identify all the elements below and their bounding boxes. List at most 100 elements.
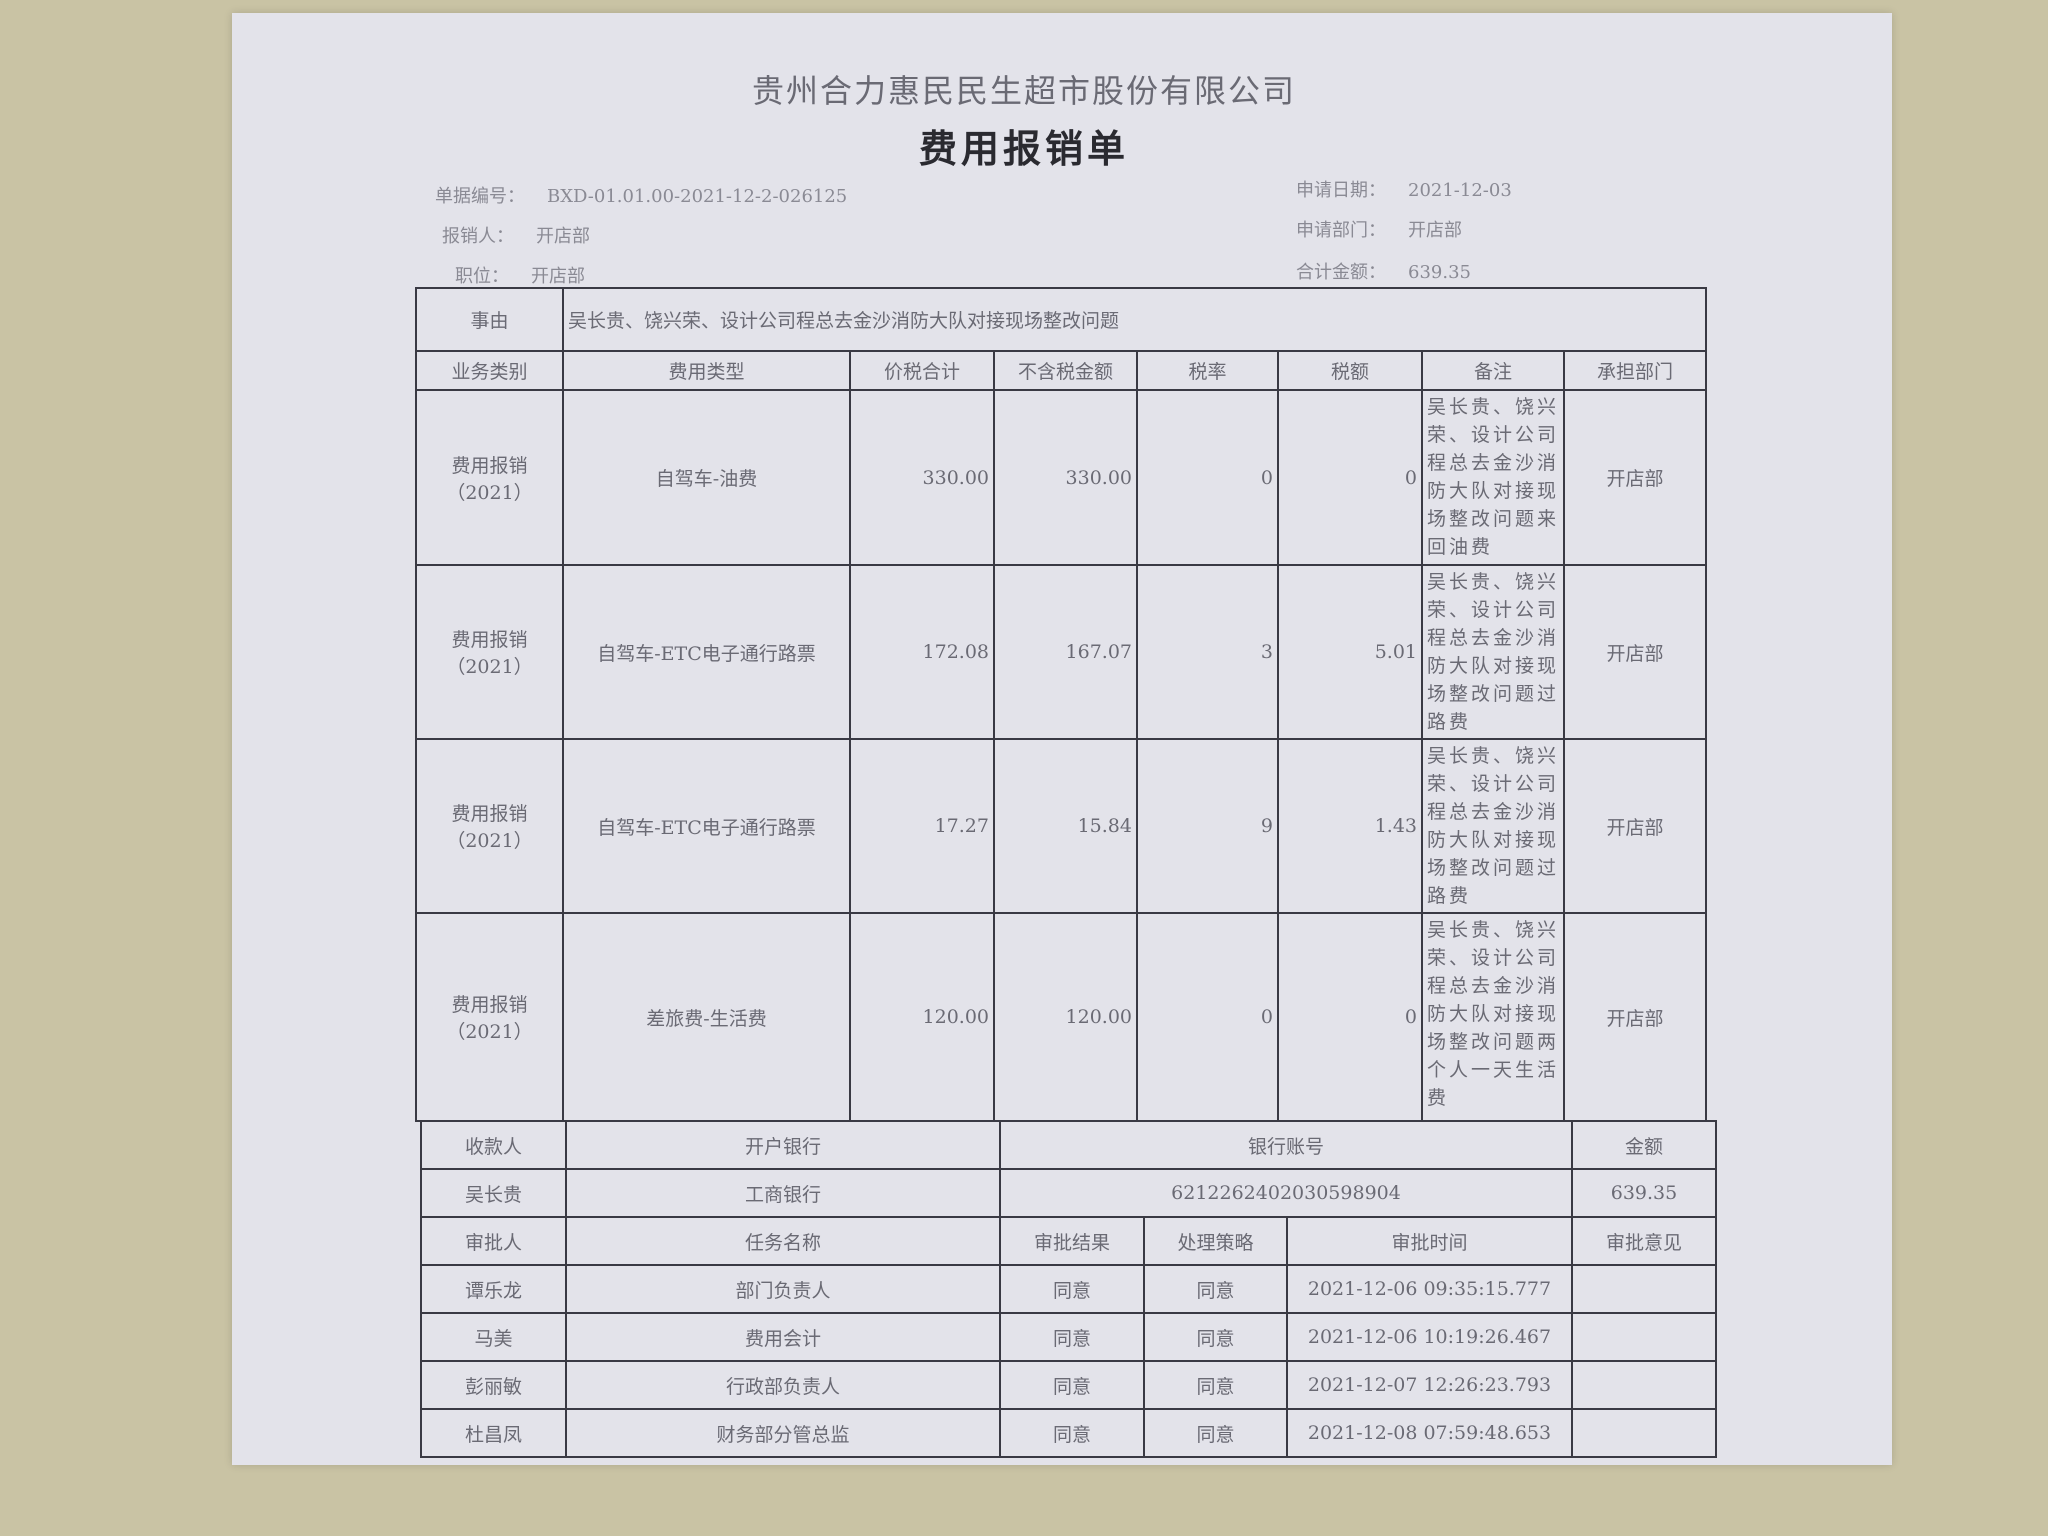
approval-result: 同意: [999, 1312, 1145, 1362]
claimant-label: 报销人：: [442, 226, 514, 247]
approval-strategy: 同意: [1143, 1264, 1288, 1314]
cell-type: 自驾车-油费: [562, 389, 851, 566]
claimant-value: 开店部: [536, 226, 590, 247]
cell-type: 差旅费-生活费: [562, 912, 851, 1122]
expense-row: 费用报销（2021） 自驾车-油费 330.00 330.00 0 0 吴长贵、饶兴荣、设计…: [415, 389, 1708, 566]
column-header: 备注: [1421, 350, 1565, 391]
expense-table: 事由 吴长贵、饶兴荣、设计公司程总去金沙消防大队对接现场整改问题 业务类别 费用类…: [415, 287, 1708, 1122]
cell-note: 吴长贵、饶兴荣、设计公司程总去金沙消防大队对接现场整改问题两个人一天生活费: [1421, 912, 1565, 1122]
amount-header: 金额: [1571, 1120, 1717, 1170]
approval-time: 2021-12-06 09:35:15.777: [1286, 1264, 1573, 1314]
approval-column-header: 审批时间: [1286, 1216, 1573, 1266]
date-label: 申请日期：: [1296, 180, 1386, 201]
approval-strategy: 同意: [1143, 1360, 1288, 1410]
cell-note: 吴长贵、饶兴荣、设计公司程总去金沙消防大队对接现场整改问题过路费: [1421, 564, 1565, 740]
cell-category: 费用报销（2021）: [415, 912, 564, 1122]
approval-column-header: 任务名称: [565, 1216, 1001, 1266]
cell-dept: 开店部: [1562, 564, 1708, 740]
payment-amount: 639.35: [1571, 1168, 1717, 1218]
approval-result: 同意: [999, 1408, 1145, 1458]
approval-strategy: 同意: [1143, 1312, 1288, 1362]
approval-approver: 马美: [420, 1312, 567, 1362]
approval-header-row: 审批人 任务名称 审批结果 处理策略 审批时间 审批意见: [420, 1216, 1717, 1266]
column-header: 税率: [1136, 350, 1279, 391]
column-header: 费用类型: [562, 350, 851, 391]
cell-tax: 0: [1277, 389, 1423, 566]
reason-row: 事由 吴长贵、饶兴荣、设计公司程总去金沙消防大队对接现场整改问题: [415, 287, 1708, 352]
cell-net: 120.00: [993, 912, 1138, 1122]
approval-time: 2021-12-07 12:26:23.793: [1286, 1360, 1573, 1410]
approval-result: 同意: [999, 1264, 1145, 1314]
cell-total: 120.00: [849, 912, 995, 1122]
dept-value: 开店部: [1408, 220, 1462, 241]
approval-row: 马美 费用会计 同意 同意 2021-12-06 10:19:26.467: [420, 1312, 1717, 1362]
approval-row: 彭丽敏 行政部负责人 同意 同意 2021-12-07 12:26:23.793: [420, 1360, 1717, 1410]
apply-dept: 申请部门： 开店部: [1296, 216, 1462, 242]
approval-column-header: 审批意见: [1571, 1216, 1717, 1266]
company-name: 贵州合力惠民民生超市股份有限公司: [751, 72, 1296, 110]
approval-strategy: 同意: [1143, 1408, 1288, 1458]
payee: 吴长贵: [420, 1168, 567, 1218]
payee-header: 收款人: [420, 1120, 567, 1170]
column-header: 税额: [1277, 350, 1423, 391]
reason-value: 吴长贵、饶兴荣、设计公司程总去金沙消防大队对接现场整改问题: [561, 287, 1708, 352]
approval-time: 2021-12-06 10:19:26.467: [1286, 1312, 1573, 1362]
expense-row: 费用报销（2021） 自驾车-ETC电子通行路票 172.08 167.07 3 5.01…: [415, 564, 1708, 740]
cell-net: 15.84: [993, 738, 1138, 914]
column-header: 价税合计: [849, 350, 995, 391]
bank: 工商银行: [565, 1168, 1001, 1218]
approval-opinion: [1571, 1360, 1717, 1410]
cell-tax: 0: [1277, 912, 1423, 1122]
doc-no: 单据编号： BXD-01.01.00-2021-12-2-026125: [435, 182, 847, 208]
account-number: 6212262402030598904: [999, 1168, 1573, 1218]
cell-category: 费用报销（2021）: [415, 564, 564, 740]
cell-total: 17.27: [849, 738, 995, 914]
approval-task: 费用会计: [565, 1312, 1001, 1362]
bank-header: 开户银行: [565, 1120, 1001, 1170]
approval-column-header: 处理策略: [1143, 1216, 1288, 1266]
approval-opinion: [1571, 1408, 1717, 1458]
approval-task: 行政部负责人: [565, 1360, 1001, 1410]
payment-approval-table: 收款人 开户银行 银行账号 金额 吴长贵 工商银行 62122624020305…: [420, 1120, 1717, 1458]
column-header: 不含税金额: [993, 350, 1138, 391]
cell-tax: 1.43: [1277, 738, 1423, 914]
cell-type: 自驾车-ETC电子通行路票: [562, 738, 851, 914]
cell-rate: 0: [1136, 912, 1279, 1122]
cell-dept: 开店部: [1562, 389, 1708, 566]
cell-net: 330.00: [993, 389, 1138, 566]
position-label: 职位：: [455, 266, 509, 287]
cell-rate: 9: [1136, 738, 1279, 914]
approval-opinion: [1571, 1312, 1717, 1362]
apply-date: 申请日期： 2021-12-03: [1296, 176, 1512, 202]
approval-column-header: 审批人: [420, 1216, 567, 1266]
approval-row: 杜昌凤 财务部分管总监 同意 同意 2021-12-08 07:59:48.653: [420, 1408, 1717, 1458]
payment-header-row: 收款人 开户银行 银行账号 金额: [420, 1120, 1717, 1170]
cell-category: 费用报销（2021）: [415, 389, 564, 566]
approval-time: 2021-12-08 07:59:48.653: [1286, 1408, 1573, 1458]
total-label: 合计金额：: [1296, 262, 1386, 283]
approval-column-header: 审批结果: [999, 1216, 1145, 1266]
cell-note: 吴长贵、饶兴荣、设计公司程总去金沙消防大队对接现场整改问题来回油费: [1421, 389, 1565, 566]
payment-row: 吴长贵 工商银行 6212262402030598904 639.35: [420, 1168, 1717, 1218]
account-header: 银行账号: [999, 1120, 1573, 1170]
expense-row: 费用报销（2021） 差旅费-生活费 120.00 120.00 0 0 吴长贵、饶兴荣、设…: [415, 912, 1708, 1122]
reason-label: 事由: [415, 287, 564, 352]
cell-tax: 5.01: [1277, 564, 1423, 740]
doc-no-label: 单据编号：: [435, 186, 525, 207]
approval-approver: 谭乐龙: [420, 1264, 567, 1314]
expense-row: 费用报销（2021） 自驾车-ETC电子通行路票 17.27 15.84 9 1.43 吴长…: [415, 738, 1708, 914]
header-row: 业务类别 费用类型 价税合计 不含税金额 税率 税额 备注 承担部门: [415, 350, 1708, 391]
approval-approver: 彭丽敏: [420, 1360, 567, 1410]
cell-dept: 开店部: [1562, 738, 1708, 914]
cell-dept: 开店部: [1562, 912, 1708, 1122]
cell-category: 费用报销（2021）: [415, 738, 564, 914]
dept-label: 申请部门：: [1296, 220, 1386, 241]
cell-rate: 0: [1136, 389, 1279, 566]
doc-no-value: BXD-01.01.00-2021-12-2-026125: [547, 186, 848, 207]
cell-type: 自驾车-ETC电子通行路票: [562, 564, 851, 740]
position: 职位： 开店部: [455, 262, 585, 288]
date-value: 2021-12-03: [1408, 180, 1512, 201]
column-header: 承担部门: [1562, 350, 1708, 391]
form-title: 费用报销单: [918, 126, 1129, 171]
approval-row: 谭乐龙 部门负责人 同意 同意 2021-12-06 09:35:15.777: [420, 1264, 1717, 1314]
